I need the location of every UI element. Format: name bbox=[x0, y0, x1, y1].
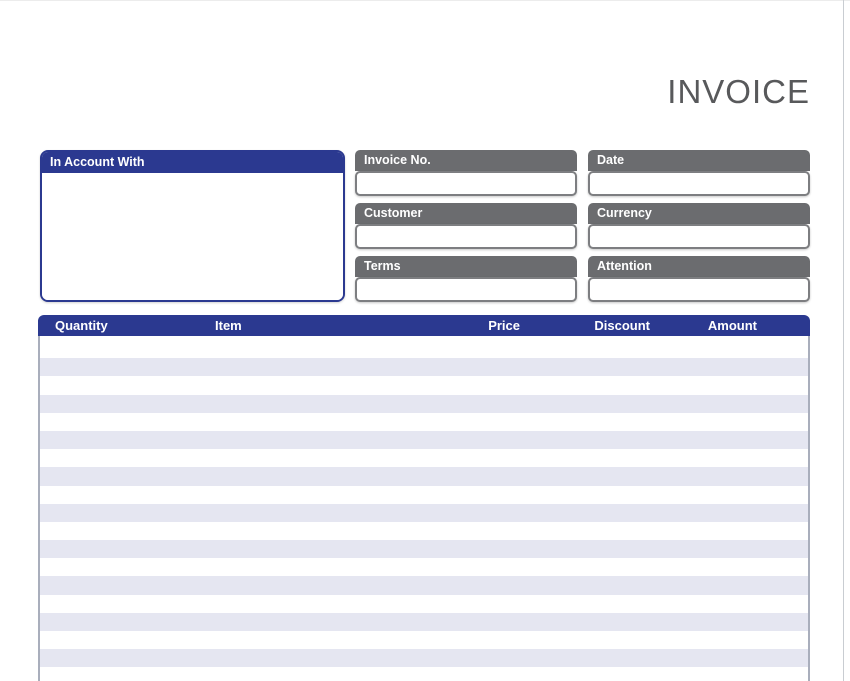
column-header-price: Price bbox=[488, 318, 520, 333]
in-account-with-input[interactable] bbox=[42, 173, 343, 300]
field-currency: Currency bbox=[588, 203, 810, 249]
page-edge-right bbox=[843, 0, 844, 681]
table-row[interactable] bbox=[40, 612, 808, 631]
table-row[interactable] bbox=[40, 558, 808, 576]
table-row[interactable] bbox=[40, 595, 808, 613]
field-currency-input[interactable] bbox=[588, 224, 810, 249]
field-attention-label: Attention bbox=[588, 256, 810, 277]
table-row[interactable] bbox=[40, 522, 808, 540]
field-date: Date bbox=[588, 150, 810, 196]
field-customer-input[interactable] bbox=[355, 224, 577, 249]
field-terms-label: Terms bbox=[355, 256, 577, 277]
column-header-item: Item bbox=[215, 318, 242, 333]
field-invoice-no: Invoice No. bbox=[355, 150, 577, 196]
table-row[interactable] bbox=[40, 430, 808, 450]
field-terms: Terms bbox=[355, 256, 577, 302]
field-date-label: Date bbox=[588, 150, 810, 171]
field-invoice-no-label: Invoice No. bbox=[355, 150, 577, 171]
table-row[interactable] bbox=[40, 540, 808, 559]
field-currency-label: Currency bbox=[588, 203, 810, 224]
items-table-body bbox=[38, 336, 810, 681]
column-header-amount: Amount bbox=[707, 318, 757, 333]
field-date-input[interactable] bbox=[588, 171, 810, 196]
page-edge-top bbox=[0, 0, 850, 1]
table-row[interactable] bbox=[40, 413, 808, 431]
table-row[interactable] bbox=[40, 486, 808, 504]
table-row[interactable] bbox=[40, 376, 808, 394]
column-header-discount: Discount bbox=[594, 318, 650, 333]
column-header-quantity: Quantity bbox=[55, 318, 108, 333]
page-title: INVOICE bbox=[667, 73, 810, 110]
field-terms-input[interactable] bbox=[355, 277, 577, 302]
table-row[interactable] bbox=[40, 394, 808, 413]
table-row[interactable] bbox=[40, 503, 808, 522]
table-row[interactable] bbox=[40, 576, 808, 595]
in-account-with-label: In Account With bbox=[42, 152, 343, 173]
table-row[interactable] bbox=[40, 449, 808, 467]
field-attention-input[interactable] bbox=[588, 277, 810, 302]
table-row[interactable] bbox=[40, 631, 808, 649]
field-customer: Customer bbox=[355, 203, 577, 249]
field-customer-label: Customer bbox=[355, 203, 577, 224]
table-row[interactable] bbox=[40, 667, 808, 681]
table-row[interactable] bbox=[40, 340, 808, 358]
table-row[interactable] bbox=[40, 467, 808, 486]
table-row[interactable] bbox=[40, 649, 808, 668]
items-table-header: Quantity Item Price Discount Amount bbox=[38, 315, 810, 336]
field-attention: Attention bbox=[588, 256, 810, 302]
table-row[interactable] bbox=[40, 358, 808, 377]
in-account-with-box: In Account With bbox=[40, 150, 345, 302]
field-invoice-no-input[interactable] bbox=[355, 171, 577, 196]
